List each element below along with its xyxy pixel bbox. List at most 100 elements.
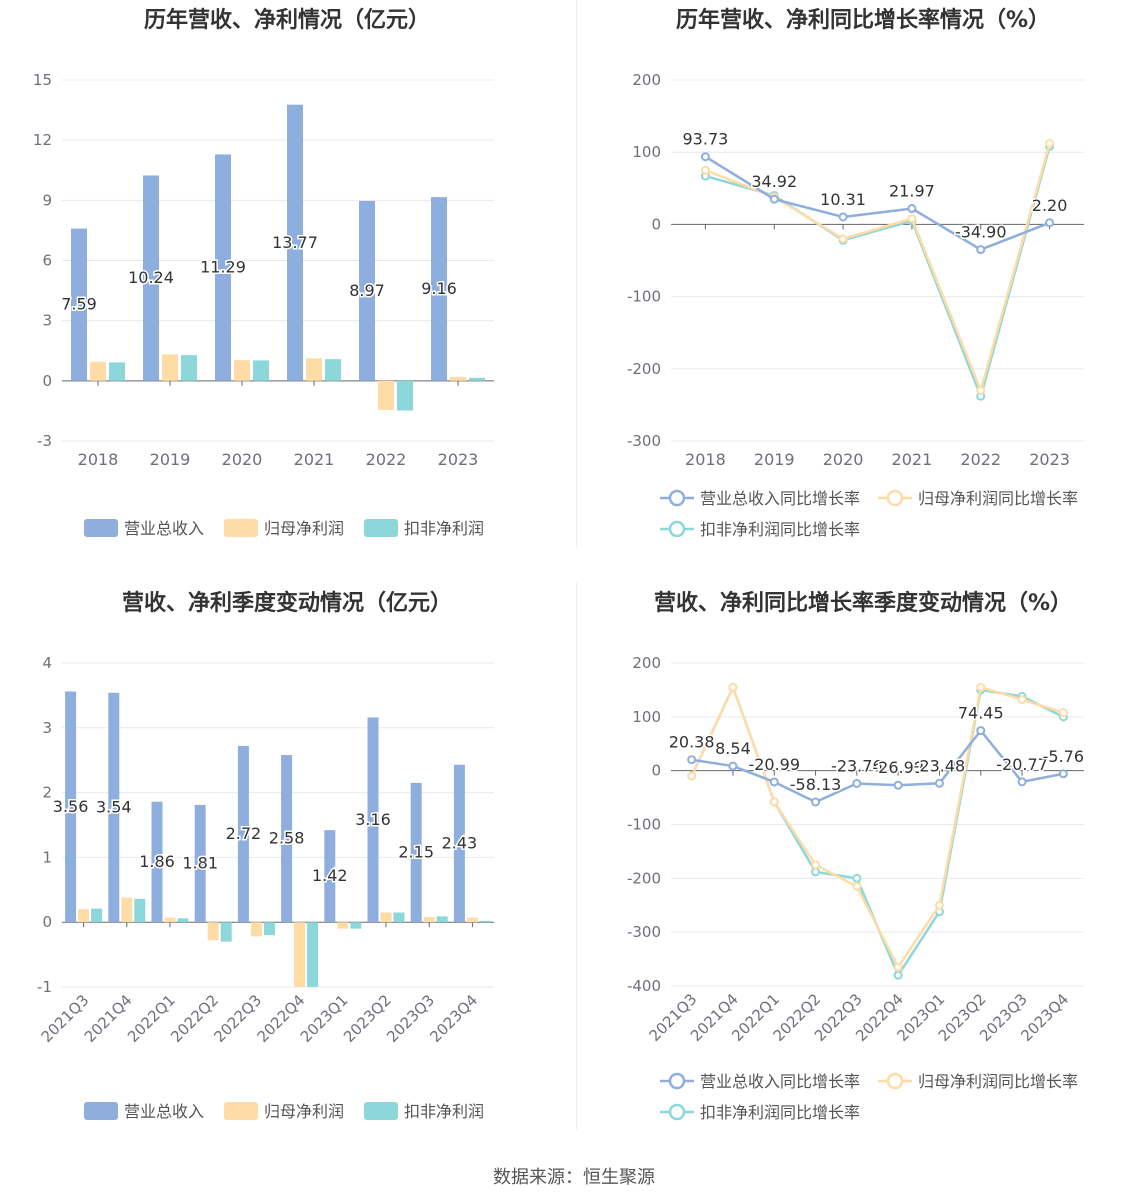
bar: [359, 200, 375, 381]
y-tick-label: 0: [651, 215, 661, 233]
y-tick-label: 6: [42, 252, 52, 270]
x-tick-label: 2019: [150, 450, 191, 469]
legend-marker: [668, 489, 686, 507]
legend-label: 营业总收入: [124, 519, 204, 538]
data-label: -20.77: [996, 755, 1048, 774]
legend-swatch: [224, 519, 258, 537]
data-label: 8.97: [349, 281, 385, 300]
y-tick-label: 200: [632, 71, 661, 89]
bar: [237, 745, 249, 923]
data-point: [934, 900, 944, 910]
data-point: [1058, 708, 1068, 718]
data-point: [893, 970, 903, 980]
y-tick-label: -100: [627, 816, 661, 834]
chart-quarterly-growth: 2001000-100-200-300-4002021Q32021Q42022Q…: [627, 654, 1086, 1122]
data-point: [687, 771, 697, 781]
data-point: [1017, 695, 1027, 705]
bar: [253, 360, 269, 381]
x-tick-label: 2022: [366, 450, 407, 469]
y-tick-label: 3: [42, 719, 52, 737]
legend-marker: [886, 489, 904, 507]
data-point: [769, 194, 779, 204]
series-line: [691, 728, 1064, 804]
data-label: 34.92: [751, 172, 797, 191]
data-label: -20.99: [748, 755, 800, 774]
data-label: 8.54: [715, 739, 751, 758]
data-point: [700, 152, 710, 162]
bar: [220, 922, 232, 942]
bar: [108, 692, 120, 923]
y-tick-label: 0: [651, 762, 661, 780]
data-label: 1.86: [139, 852, 175, 871]
chart-quarterly-amounts: 43210-12021Q32021Q42022Q12022Q22022Q3202…: [37, 654, 494, 1121]
data-point: [811, 797, 821, 807]
legend-marker: [886, 1072, 904, 1090]
y-tick-label: -400: [627, 977, 661, 995]
bar: [287, 104, 303, 381]
data-point: [907, 214, 917, 224]
bar: [65, 691, 77, 923]
series-line: [704, 155, 1051, 251]
bar: [325, 359, 341, 381]
bar: [466, 917, 478, 923]
x-tick-label: 2021: [892, 450, 933, 469]
data-label: -23.48: [914, 756, 966, 775]
bar: [151, 801, 163, 923]
bar: [71, 228, 87, 381]
data-point: [811, 860, 821, 870]
y-tick-label: -100: [627, 288, 661, 306]
data-label: 2.15: [398, 843, 434, 862]
bar: [215, 154, 231, 381]
legend-label: 扣非净利润: [404, 1102, 484, 1121]
y-tick-label: 15: [33, 71, 52, 89]
bar: [177, 918, 189, 923]
chart-panel-annual-amounts: 历年营收、净利情况（亿元） 15 12 9 6 3 0 -3 2018 2019 2020 2021…: [0, 0, 574, 560]
chart-title: 营收、净利季度变动情况（亿元）: [121, 591, 452, 616]
data-label: 3.54: [96, 798, 132, 817]
data-label: 2.72: [226, 824, 262, 843]
x-tick-label: 2022: [960, 450, 1001, 469]
data-point: [687, 755, 697, 765]
legend-marker: [668, 1072, 686, 1090]
data-label: 2.43: [442, 833, 478, 852]
data-point: [728, 682, 738, 692]
data-label: -34.90: [955, 223, 1007, 242]
data-point: [934, 778, 944, 788]
data-point: [838, 234, 848, 244]
bar: [263, 922, 275, 936]
data-label: 1.81: [182, 854, 218, 873]
x-tick-label: 2020: [222, 450, 263, 469]
data-point: [893, 962, 903, 972]
y-tick-label: -300: [627, 923, 661, 941]
bar: [207, 922, 219, 941]
bar: [393, 912, 405, 923]
data-point: [1058, 769, 1068, 779]
data-label: 2.58: [269, 829, 305, 848]
bar: [143, 175, 159, 381]
bar: [423, 917, 435, 923]
x-tick-label: 2023: [438, 450, 479, 469]
y-tick-label: 0: [42, 913, 52, 931]
data-point: [852, 873, 862, 883]
legend-label: 归母净利润: [264, 1102, 344, 1121]
data-label: 7.59: [61, 295, 97, 314]
chart-panel-annual-growth: 历年营收、净利同比增长率情况（%） 200 100 0 -100 -200 -300 201…: [578, 0, 1148, 560]
bar: [324, 830, 336, 923]
data-point: [976, 726, 986, 736]
bar: [162, 354, 178, 381]
y-tick-label: -200: [627, 360, 661, 378]
legend-label: 归母净利润同比增长率: [918, 489, 1078, 508]
data-point: [907, 204, 917, 214]
legend-label: 扣非净利润同比增长率: [700, 520, 860, 539]
bar: [281, 755, 293, 923]
bar: [234, 360, 250, 381]
y-tick-label: -3: [37, 432, 52, 450]
bar: [306, 358, 322, 381]
bar: [121, 897, 133, 923]
legend-label: 营业总收入同比增长率: [700, 489, 860, 508]
bar: [479, 920, 491, 923]
data-label: -26.99: [872, 758, 924, 777]
bar: [134, 898, 146, 923]
panel-divider-bottom: [576, 582, 577, 1130]
legend-swatch: [364, 1102, 398, 1120]
